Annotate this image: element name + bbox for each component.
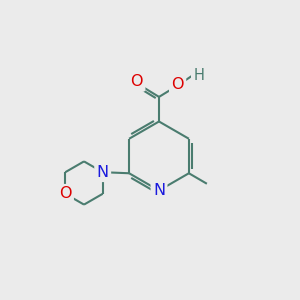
Text: O: O [171,76,184,92]
Text: N: N [153,183,165,198]
Text: H: H [193,68,204,82]
Text: N: N [97,165,109,180]
Text: O: O [59,186,71,201]
Text: O: O [130,74,143,89]
